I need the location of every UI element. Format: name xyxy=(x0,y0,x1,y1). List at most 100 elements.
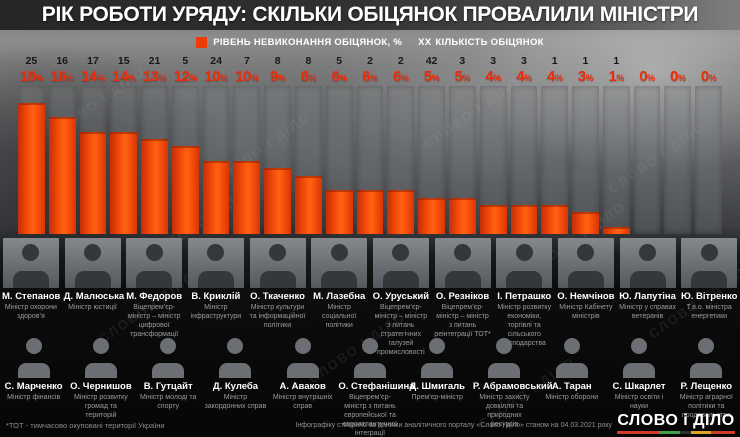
minister-name: Д. Малюська xyxy=(63,291,125,302)
minister-name: Р. Абрамовський xyxy=(472,381,553,392)
minister-name: О. Немчінов xyxy=(557,291,615,302)
percent-sign: % xyxy=(127,73,136,83)
bar-track xyxy=(633,86,661,234)
bar-track xyxy=(572,86,599,234)
bar-column: 16 16% xyxy=(47,54,78,234)
fail-percent-label: 4% xyxy=(539,68,570,86)
bar-column: 25 18% xyxy=(16,54,47,234)
bar-track xyxy=(695,86,722,234)
minister-photo xyxy=(617,336,661,378)
minister-name: Д. Шмигаль xyxy=(409,381,466,392)
percent-sign: % xyxy=(35,73,43,83)
bar-track xyxy=(418,86,445,234)
minister-role: Міністр Кабінету міністрів xyxy=(559,304,613,321)
promise-count-label: 7 xyxy=(243,55,250,67)
bar-column: 3 4% xyxy=(509,54,540,234)
minister-name: Ю. Вітренко xyxy=(680,291,738,302)
minister-card: Ю. Вітренко Т.в.о. міністра енергетики xyxy=(678,238,740,358)
fail-percent-value: 1 xyxy=(608,68,617,85)
bar-fill xyxy=(171,146,199,234)
bar-track xyxy=(387,86,415,234)
fail-percent-value: 12 xyxy=(173,68,190,85)
minister-role: Міністр культури та інформаційної політи… xyxy=(249,304,306,330)
minister-photo xyxy=(348,336,392,378)
minister-photo xyxy=(415,336,459,378)
minister-role: Т.в.о. міністра енергетики xyxy=(686,304,732,321)
minister-name: Ю. Лапутіна xyxy=(619,291,676,302)
percent-sign: % xyxy=(277,73,286,83)
fail-percent-value: 4 xyxy=(546,68,555,85)
fail-percent-label: 12% xyxy=(170,68,201,86)
bar-fill xyxy=(325,190,353,234)
minister-photo xyxy=(681,238,738,288)
minister-name: С. Шкарлет xyxy=(612,381,666,392)
minister-card: О. Немчінов Міністр Кабінету міністрів xyxy=(555,238,617,358)
fail-percent-value: 14 xyxy=(112,68,128,85)
minister-photo xyxy=(311,238,368,288)
minister-card: Д. Малюська Міністр юстиції xyxy=(62,238,124,358)
bar-fill xyxy=(602,226,630,234)
minister-name: М. Степанов xyxy=(2,291,61,302)
fail-percent-value: 14 xyxy=(81,68,98,85)
promise-count-label: 17 xyxy=(87,55,99,67)
minister-photo xyxy=(619,238,676,288)
ministers-row-1: М. Степанов Міністр охорони здоров’я Д. Ма… xyxy=(0,238,740,358)
bar-column: 0% xyxy=(662,54,693,234)
fail-percent-value: 13 xyxy=(142,68,159,85)
fail-percent-value: 0 xyxy=(670,68,678,85)
logo-underline-segment xyxy=(679,431,692,434)
bar-fill xyxy=(79,131,107,234)
bar-column: 42 5% xyxy=(416,54,447,234)
bar-column: 2 6% xyxy=(385,54,416,234)
promise-count-label: 8 xyxy=(274,55,281,67)
bar-track xyxy=(79,86,107,234)
minister-role: Віцепрем’єр-міністр з питань європейсько… xyxy=(342,394,398,437)
fail-percent-label: 6% xyxy=(355,68,386,86)
minister-role: Міністр освіти і науки xyxy=(614,394,664,411)
promise-count-label: 1 xyxy=(582,55,589,67)
minister-card: В. Гутцайт Міністр молоді та спорту xyxy=(135,336,202,437)
percent-sign: % xyxy=(493,73,501,83)
minister-card: М. Степанов Міністр охорони здоров’я xyxy=(0,238,62,358)
logo-underline-segment xyxy=(711,431,735,434)
percent-sign: % xyxy=(250,73,259,83)
promise-count-label xyxy=(662,54,693,68)
minister-photo xyxy=(550,336,594,378)
bar-column: 2 6% xyxy=(355,54,386,234)
minister-card: О. Чернишов Міністр розвитку громад та те… xyxy=(67,336,134,437)
bar-fill xyxy=(387,190,415,234)
bar-fill xyxy=(18,102,45,234)
minister-card: О. Резніков Віцепрем’єр-міністр – міністр… xyxy=(432,238,494,358)
bar-fill xyxy=(202,161,230,234)
bar-column: 7 10% xyxy=(231,54,262,234)
promise-count-label: 2 xyxy=(367,55,373,67)
fail-percent-value: 5 xyxy=(423,68,432,85)
minister-role: Міністр молоді та спорту xyxy=(139,394,197,411)
promise-count-label: 2 xyxy=(397,55,404,67)
bar-fill xyxy=(479,204,507,234)
legend-count-symbol: ХХ xyxy=(418,37,432,48)
fail-percent-label: 3% xyxy=(570,68,601,86)
bar-column: 8 9% xyxy=(262,54,293,234)
percent-sign: % xyxy=(585,73,594,83)
fail-percent-label: 14% xyxy=(78,68,109,86)
bar-column: 0% xyxy=(632,54,663,234)
minister-role: Міністр соціальної політики xyxy=(322,304,357,330)
bar-column: 1 3% xyxy=(570,54,601,234)
fail-percent-label: 18% xyxy=(16,68,47,86)
minister-role: Міністр розвитку громад та територій xyxy=(74,394,128,420)
minister-role: Міністр внутрішніх справ xyxy=(272,394,333,411)
fail-percent-value: 10 xyxy=(204,68,221,85)
promise-count-label xyxy=(693,54,724,68)
bar-column: 1 1% xyxy=(601,54,632,234)
minister-card: Д. Шмигаль Прем’єр-міністр xyxy=(404,336,471,437)
minister-photo xyxy=(281,336,325,378)
minister-photo xyxy=(12,336,56,378)
percent-sign: % xyxy=(431,73,440,83)
fail-percent-label: 14% xyxy=(108,68,139,86)
percent-sign: % xyxy=(339,73,347,83)
logo-underline-segment xyxy=(691,431,712,434)
promise-count-label: 5 xyxy=(336,55,343,67)
promise-count-label: 25 xyxy=(25,55,38,67)
minister-photo xyxy=(482,336,526,378)
